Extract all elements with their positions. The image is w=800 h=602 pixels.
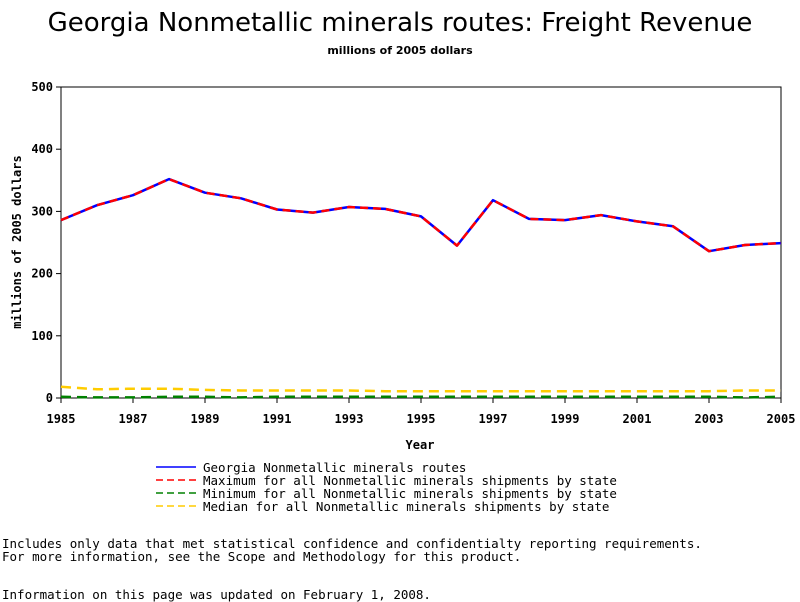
x-tick-label: 1989: [191, 412, 220, 426]
y-tick-label: 500: [31, 80, 53, 94]
y-axis-label: millions of 2005 dollars: [10, 155, 24, 328]
x-tick-label: 1991: [263, 412, 292, 426]
y-tick-label: 0: [46, 391, 53, 405]
x-tick-label: 1999: [551, 412, 580, 426]
note-updated: Information on this page was updated on …: [2, 587, 431, 602]
y-tick-label: 200: [31, 267, 53, 281]
chart-title: Georgia Nonmetallic minerals routes: Fre…: [48, 8, 753, 38]
series-line-1: [60, 177, 782, 253]
legend-label: Maximum for all Nonmetallic minerals shi…: [203, 473, 617, 488]
x-tick-label: 1993: [335, 412, 364, 426]
x-tick-label: 1995: [407, 412, 436, 426]
y-tick-label: 300: [31, 204, 53, 218]
legend: Georgia Nonmetallic minerals routesMaxim…: [156, 460, 617, 514]
x-tick-label: 2005: [767, 412, 796, 426]
x-tick-label: 2001: [623, 412, 652, 426]
y-tick-label: 100: [31, 329, 53, 343]
y-tick-label: 400: [31, 142, 53, 156]
series-lines: [60, 177, 782, 399]
x-tick-label: 2003: [695, 412, 724, 426]
legend-label: Minimum for all Nonmetallic minerals shi…: [203, 486, 617, 501]
chart-subtitle: millions of 2005 dollars: [327, 44, 473, 57]
x-tick-label: 1997: [479, 412, 508, 426]
note-methodology: For more information, see the Scope and …: [2, 549, 522, 564]
x-tick-label: 1987: [119, 412, 148, 426]
series-line-0: [60, 177, 782, 253]
x-tick-label: 1985: [47, 412, 76, 426]
legend-label: Georgia Nonmetallic minerals routes: [203, 460, 466, 475]
series-line-2: [60, 395, 782, 399]
x-axis: 1985 1987 1989 1991 1993 1995 1997 1999 2001 2003…: [47, 398, 796, 426]
series-line-3: [60, 385, 781, 393]
plot-frame: [60, 86, 782, 399]
x-axis-label: Year: [406, 438, 435, 452]
legend-label: Median for all Nonmetallic minerals ship…: [203, 499, 609, 514]
note-confidence: Includes only data that met statistical …: [2, 536, 702, 551]
y-axis: 0 100 200 300 400 500: [31, 80, 61, 405]
